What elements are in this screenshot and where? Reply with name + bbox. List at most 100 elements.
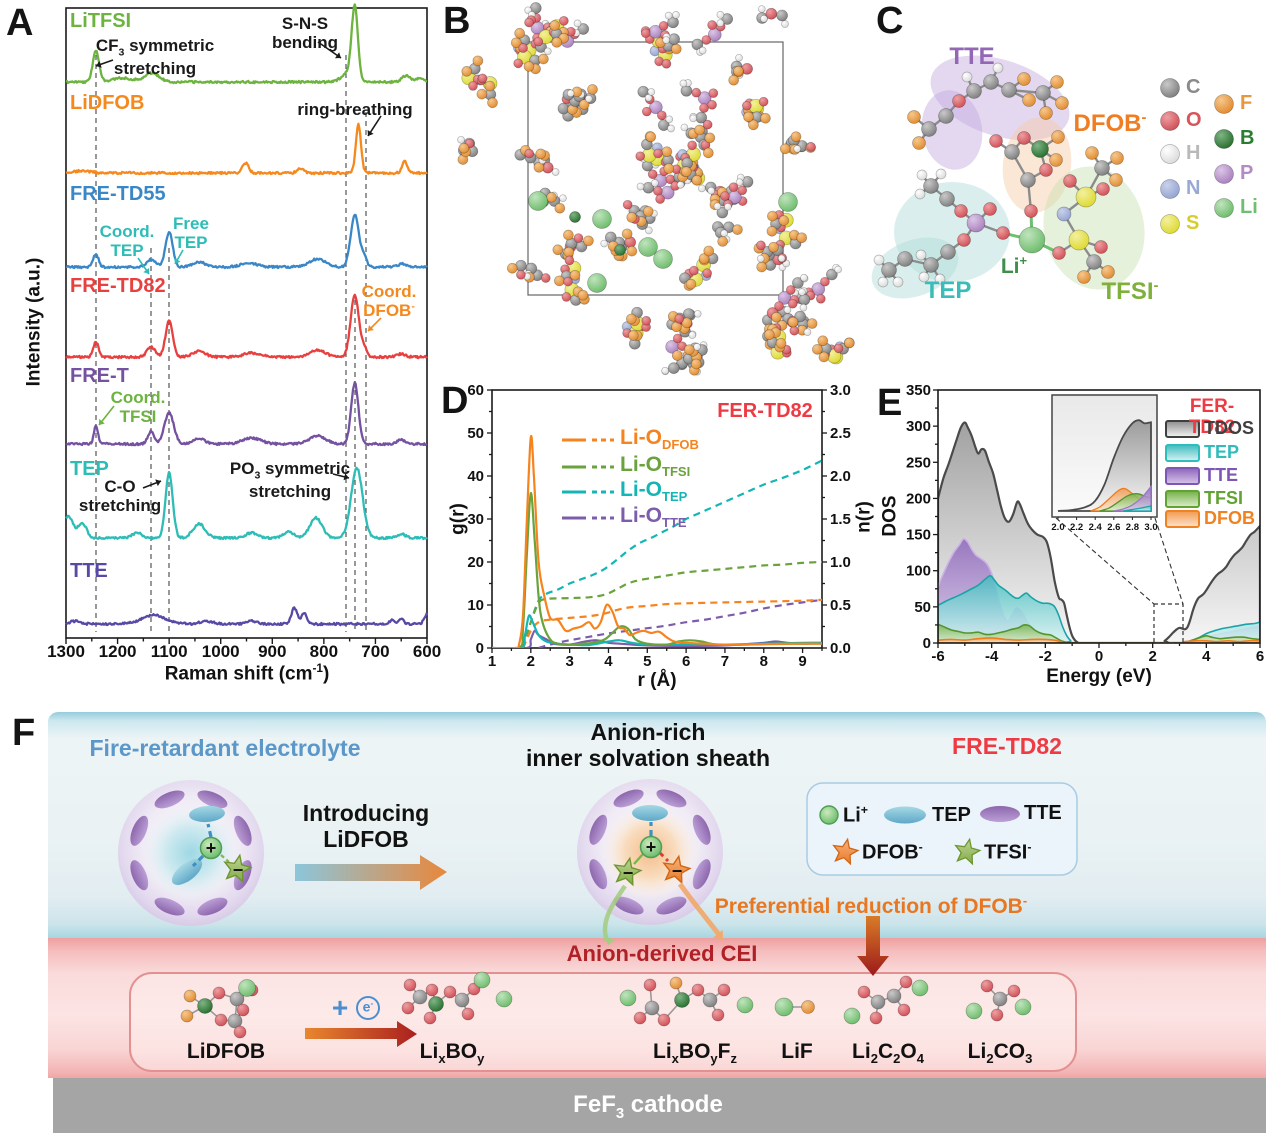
coordination-line-green bbox=[633, 853, 644, 865]
b-atom-H bbox=[667, 124, 675, 133]
b-atom-H bbox=[735, 53, 743, 62]
c-atom-H bbox=[961, 71, 973, 83]
c-atom-C bbox=[983, 74, 999, 90]
x-tick-label: 8 bbox=[760, 653, 768, 670]
b-atom-F bbox=[812, 344, 823, 355]
inset-tick-label: 2.6 bbox=[1107, 522, 1120, 533]
b-atom-F bbox=[472, 55, 484, 67]
b-atom-O bbox=[702, 268, 712, 278]
c-atom-O bbox=[952, 94, 966, 108]
b-atom-O bbox=[701, 35, 712, 45]
y-tick-label: 40 bbox=[467, 468, 484, 485]
li2co3-atom-C bbox=[992, 991, 1008, 1007]
solvation-sphere-1-glow bbox=[143, 805, 239, 901]
b-atom-F bbox=[523, 61, 535, 72]
annotation-arrowhead bbox=[155, 479, 161, 487]
lidfob-atom-O bbox=[236, 1003, 250, 1017]
c-atom-P bbox=[966, 213, 986, 233]
b-atom-H bbox=[566, 89, 575, 98]
c-atom-F bbox=[1051, 130, 1065, 144]
c-atom-H bbox=[873, 254, 885, 266]
lidfob-atom-O bbox=[212, 986, 226, 1000]
b-atom-O bbox=[524, 17, 534, 28]
b-atom-B bbox=[569, 211, 581, 223]
lixboyfz-atom-O bbox=[711, 1008, 725, 1022]
y-tick-label: 60 bbox=[467, 382, 484, 399]
b-atom-F bbox=[535, 148, 547, 160]
c-atom-O bbox=[1094, 240, 1108, 254]
b-atom-F bbox=[698, 253, 710, 264]
b-atom-F bbox=[690, 358, 702, 370]
c-atom-C bbox=[923, 178, 939, 194]
lixboy-atom-O bbox=[401, 1001, 415, 1015]
x-tick-label: 2 bbox=[1148, 648, 1156, 665]
c-atom-F bbox=[1055, 96, 1069, 110]
b-atom-O bbox=[559, 16, 569, 26]
b-atom-H bbox=[757, 5, 766, 13]
c-atom-B bbox=[1031, 140, 1049, 158]
y-tick-label: 50 bbox=[467, 425, 484, 442]
x-tick-label: 1000 bbox=[202, 642, 240, 661]
c-atom-C bbox=[897, 251, 913, 267]
b-atom-O bbox=[518, 43, 528, 53]
b-atom-O bbox=[641, 315, 652, 326]
c-atom-H bbox=[915, 249, 927, 261]
tfsi-star bbox=[223, 853, 253, 884]
legend-atom-S bbox=[1160, 214, 1180, 234]
x-tick-label: 4 bbox=[604, 653, 613, 670]
b-atom-O bbox=[708, 88, 719, 99]
b-atom-C bbox=[657, 119, 670, 131]
lixboyfz-atom-O bbox=[717, 983, 731, 997]
b-atom-O bbox=[540, 273, 551, 283]
lixboyfz-atom-C bbox=[702, 992, 718, 1008]
c-atom-H bbox=[992, 62, 1004, 74]
b-atom-F bbox=[733, 65, 744, 77]
li2c2o4-atom-O bbox=[869, 1011, 883, 1025]
c-atom-H bbox=[935, 168, 947, 180]
lixboyfz-atom-O bbox=[691, 983, 705, 997]
b-atom-H bbox=[600, 239, 609, 248]
lidfob-atom-F bbox=[180, 1009, 194, 1023]
b-atom-F bbox=[670, 43, 682, 55]
tep-ellipse bbox=[632, 805, 668, 821]
raman-trace-litfsi bbox=[65, 3, 428, 85]
b-atom-C bbox=[577, 23, 590, 35]
tte-petal bbox=[154, 897, 185, 916]
y-tick-label: 20 bbox=[467, 554, 484, 571]
b-atom-F bbox=[760, 112, 771, 124]
b-atom-O bbox=[672, 333, 683, 344]
x-tick-label: 800 bbox=[310, 642, 338, 661]
b-atom-F bbox=[681, 317, 693, 329]
b-atom-O bbox=[806, 142, 816, 152]
c-atom-C bbox=[1035, 85, 1051, 101]
lidfob-atom-O bbox=[214, 1013, 228, 1027]
x-tick-label: 600 bbox=[413, 642, 441, 661]
c-atom-F bbox=[1109, 173, 1123, 187]
b-atom-F bbox=[732, 224, 743, 235]
b-atom-O bbox=[689, 265, 699, 276]
b-atom-H bbox=[573, 19, 582, 28]
li2co3-atom-O bbox=[990, 1008, 1004, 1022]
cei-products-box bbox=[129, 972, 1077, 1072]
annotation-arrowhead bbox=[99, 419, 105, 425]
li2c2o4-atom-C bbox=[886, 988, 902, 1004]
b-atom-O bbox=[728, 182, 739, 193]
y2-tick-label: 0.5 bbox=[830, 597, 851, 614]
b-atom-H bbox=[688, 331, 697, 339]
lixboy-atom-O bbox=[403, 978, 417, 992]
c-atom-F bbox=[1077, 270, 1091, 284]
b-atom-Li bbox=[778, 192, 798, 212]
li2c2o4-atom-O bbox=[899, 975, 913, 989]
c-atom-N bbox=[1056, 206, 1072, 222]
lixboyfz-atom-Li bbox=[736, 996, 754, 1014]
b-atom-F bbox=[756, 261, 768, 273]
introducing-arrow bbox=[295, 855, 447, 890]
b-atom-H bbox=[713, 202, 722, 211]
y-tick-label: 150 bbox=[906, 527, 931, 544]
b-atom-O bbox=[658, 20, 669, 31]
x-tick-label: -4 bbox=[985, 648, 999, 665]
tfsi-star bbox=[613, 856, 643, 887]
b-atom-O bbox=[699, 103, 709, 113]
b-atom-F bbox=[461, 66, 473, 77]
